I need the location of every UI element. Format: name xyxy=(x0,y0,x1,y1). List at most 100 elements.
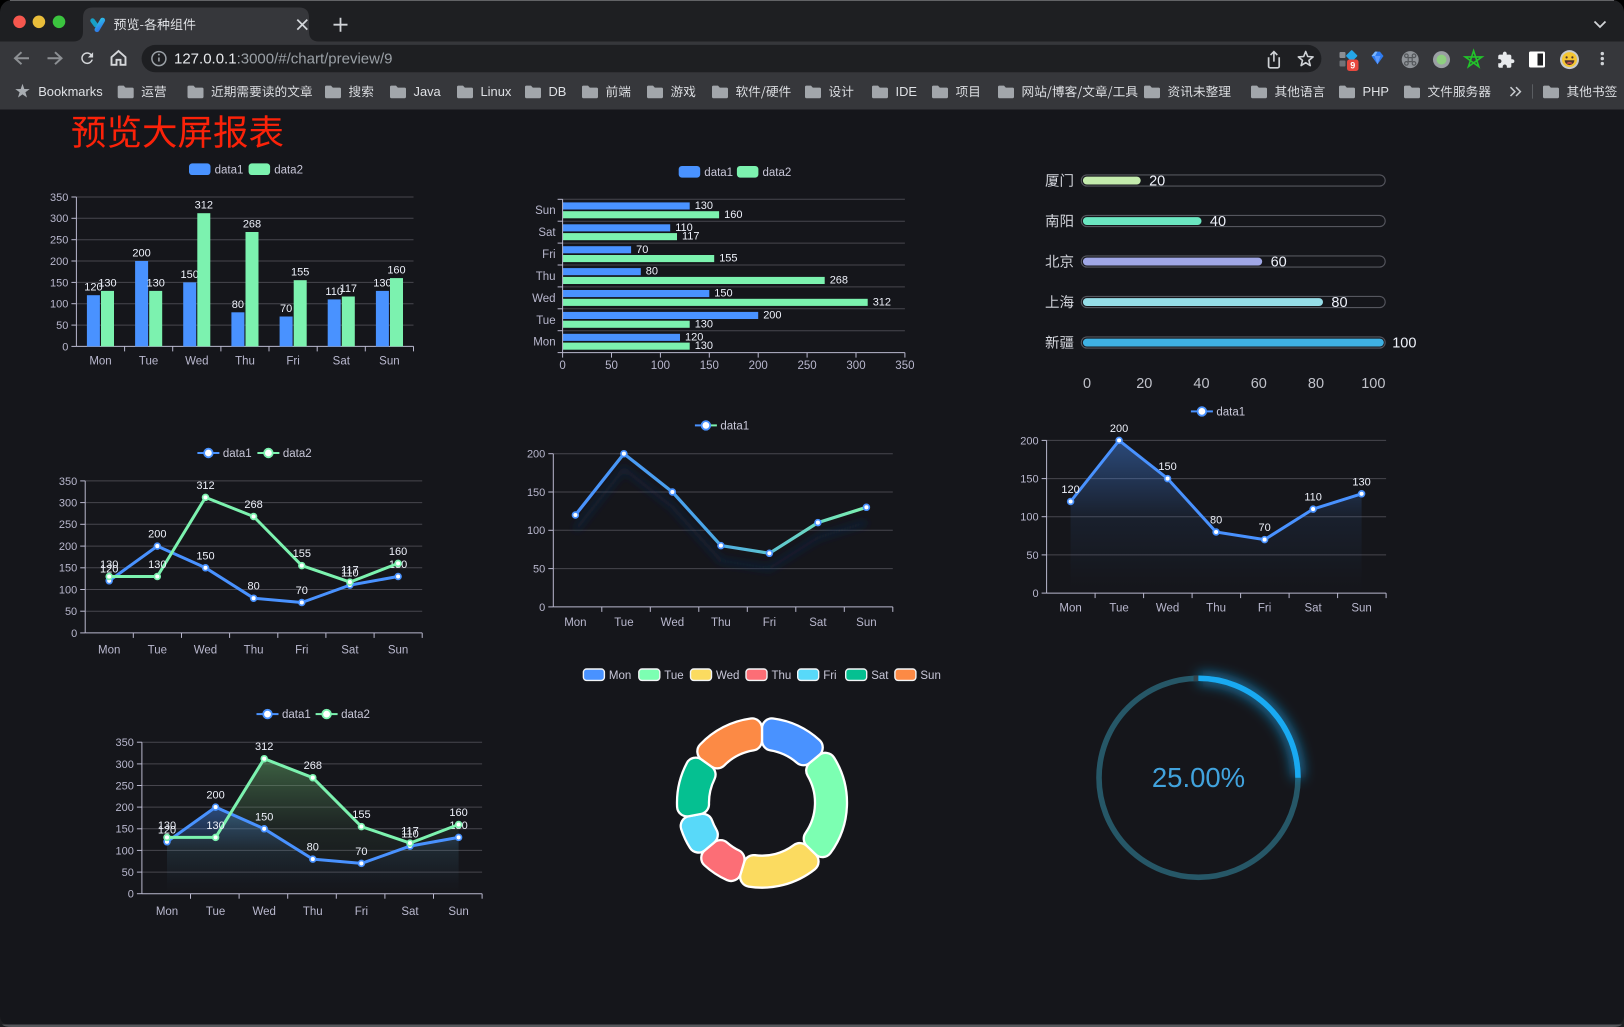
svg-text:40: 40 xyxy=(1210,214,1226,230)
svg-text:200: 200 xyxy=(763,310,781,322)
svg-text:Sat: Sat xyxy=(333,356,351,368)
svg-text:Tue: Tue xyxy=(206,906,225,918)
svg-text:70: 70 xyxy=(280,303,292,315)
svg-text:data1: data1 xyxy=(215,164,244,176)
svg-text:data2: data2 xyxy=(274,164,303,176)
svg-text:9: 9 xyxy=(1350,61,1355,71)
svg-text:data1: data1 xyxy=(223,448,252,460)
svg-text:data1: data1 xyxy=(704,167,733,179)
svg-text:350: 350 xyxy=(50,192,68,204)
svg-text:155: 155 xyxy=(291,267,309,279)
svg-text:Mon: Mon xyxy=(564,617,586,629)
svg-text:Thu: Thu xyxy=(303,906,323,918)
svg-text:Wed: Wed xyxy=(1156,603,1179,615)
svg-text:Tue: Tue xyxy=(536,315,555,327)
svg-text:Thu: Thu xyxy=(536,271,556,283)
svg-text:350: 350 xyxy=(59,476,77,488)
svg-text:Fri: Fri xyxy=(823,670,836,682)
svg-text:130: 130 xyxy=(158,820,176,832)
svg-text:200: 200 xyxy=(206,790,224,802)
svg-text:100: 100 xyxy=(527,525,545,537)
svg-text:50: 50 xyxy=(1026,550,1038,562)
svg-text:70: 70 xyxy=(636,244,648,256)
svg-text:100: 100 xyxy=(50,299,68,311)
svg-text:80: 80 xyxy=(1210,515,1222,527)
svg-text:20: 20 xyxy=(1149,174,1165,190)
svg-text:120: 120 xyxy=(158,824,176,836)
svg-text:80: 80 xyxy=(247,581,259,593)
svg-text:120: 120 xyxy=(685,331,703,343)
svg-text:50: 50 xyxy=(122,867,134,879)
svg-text:Mon: Mon xyxy=(533,337,555,349)
svg-text:0: 0 xyxy=(71,628,77,640)
svg-text:0: 0 xyxy=(62,341,68,353)
svg-text:Sun: Sun xyxy=(535,205,555,217)
svg-text:Mon: Mon xyxy=(156,906,178,918)
svg-text:300: 300 xyxy=(59,498,77,510)
svg-text:117: 117 xyxy=(401,826,419,838)
svg-text:Wed: Wed xyxy=(716,670,739,682)
svg-text:300: 300 xyxy=(50,213,68,225)
svg-text:60: 60 xyxy=(1251,376,1267,392)
svg-text:200: 200 xyxy=(116,802,134,814)
svg-text:150: 150 xyxy=(527,487,545,499)
svg-text:250: 250 xyxy=(116,780,134,792)
svg-text:160: 160 xyxy=(389,546,407,558)
svg-text:312: 312 xyxy=(195,200,213,212)
svg-text:312: 312 xyxy=(873,296,891,308)
svg-text:130: 130 xyxy=(695,200,713,212)
svg-text:110: 110 xyxy=(401,829,419,841)
svg-text:70: 70 xyxy=(296,585,308,597)
svg-text:350: 350 xyxy=(895,360,914,372)
svg-text:Tue: Tue xyxy=(1109,603,1128,615)
svg-text:25.00%: 25.00% xyxy=(1152,762,1245,793)
svg-text:Fri: Fri xyxy=(295,645,308,657)
svg-text:110: 110 xyxy=(325,286,343,298)
svg-text:250: 250 xyxy=(50,235,68,247)
svg-text:130: 130 xyxy=(695,340,713,352)
svg-text:0: 0 xyxy=(128,889,134,901)
svg-text:130: 130 xyxy=(206,820,224,832)
svg-text:130: 130 xyxy=(100,559,118,571)
svg-text:Mon: Mon xyxy=(89,356,111,368)
svg-text:Sun: Sun xyxy=(448,906,468,918)
svg-text:250: 250 xyxy=(59,519,77,531)
svg-text:Wed: Wed xyxy=(185,356,208,368)
svg-text:350: 350 xyxy=(116,737,134,749)
svg-text:312: 312 xyxy=(255,741,273,753)
svg-text:Java: Java xyxy=(414,84,442,99)
svg-text:Tue: Tue xyxy=(148,645,167,657)
svg-text:200: 200 xyxy=(527,449,545,461)
svg-text:Fri: Fri xyxy=(542,249,555,261)
svg-text:Thu: Thu xyxy=(711,617,731,629)
svg-text:Wed: Wed xyxy=(532,293,555,305)
svg-text:70: 70 xyxy=(355,846,367,858)
svg-text:130: 130 xyxy=(373,277,391,289)
svg-text:data2: data2 xyxy=(341,709,370,721)
svg-text:Mon: Mon xyxy=(98,645,120,657)
svg-text:127.0.0.1:3000/#/chart/preview: 127.0.0.1:3000/#/chart/preview/9 xyxy=(174,50,393,67)
svg-text:Sat: Sat xyxy=(341,645,359,657)
svg-text:150: 150 xyxy=(255,811,273,823)
svg-text:160: 160 xyxy=(449,807,467,819)
svg-text:Sat: Sat xyxy=(809,617,827,629)
svg-text:268: 268 xyxy=(243,219,261,231)
svg-text:160: 160 xyxy=(387,265,405,277)
svg-text:150: 150 xyxy=(59,563,77,575)
svg-text:200: 200 xyxy=(132,248,150,260)
svg-text:120: 120 xyxy=(1061,484,1079,496)
svg-text:100: 100 xyxy=(1361,376,1385,392)
svg-text:50: 50 xyxy=(533,564,545,576)
svg-text:312: 312 xyxy=(196,480,214,492)
svg-text:150: 150 xyxy=(50,277,68,289)
svg-text:Sat: Sat xyxy=(538,227,556,239)
svg-text:268: 268 xyxy=(304,760,322,772)
svg-text:200: 200 xyxy=(1110,423,1128,435)
svg-text:155: 155 xyxy=(719,253,737,265)
svg-text:80: 80 xyxy=(232,299,244,311)
svg-text:200: 200 xyxy=(1020,435,1038,447)
svg-text:data1: data1 xyxy=(720,420,749,432)
svg-text:150: 150 xyxy=(181,269,199,281)
svg-text:80: 80 xyxy=(1331,295,1347,311)
svg-text:100: 100 xyxy=(59,584,77,596)
